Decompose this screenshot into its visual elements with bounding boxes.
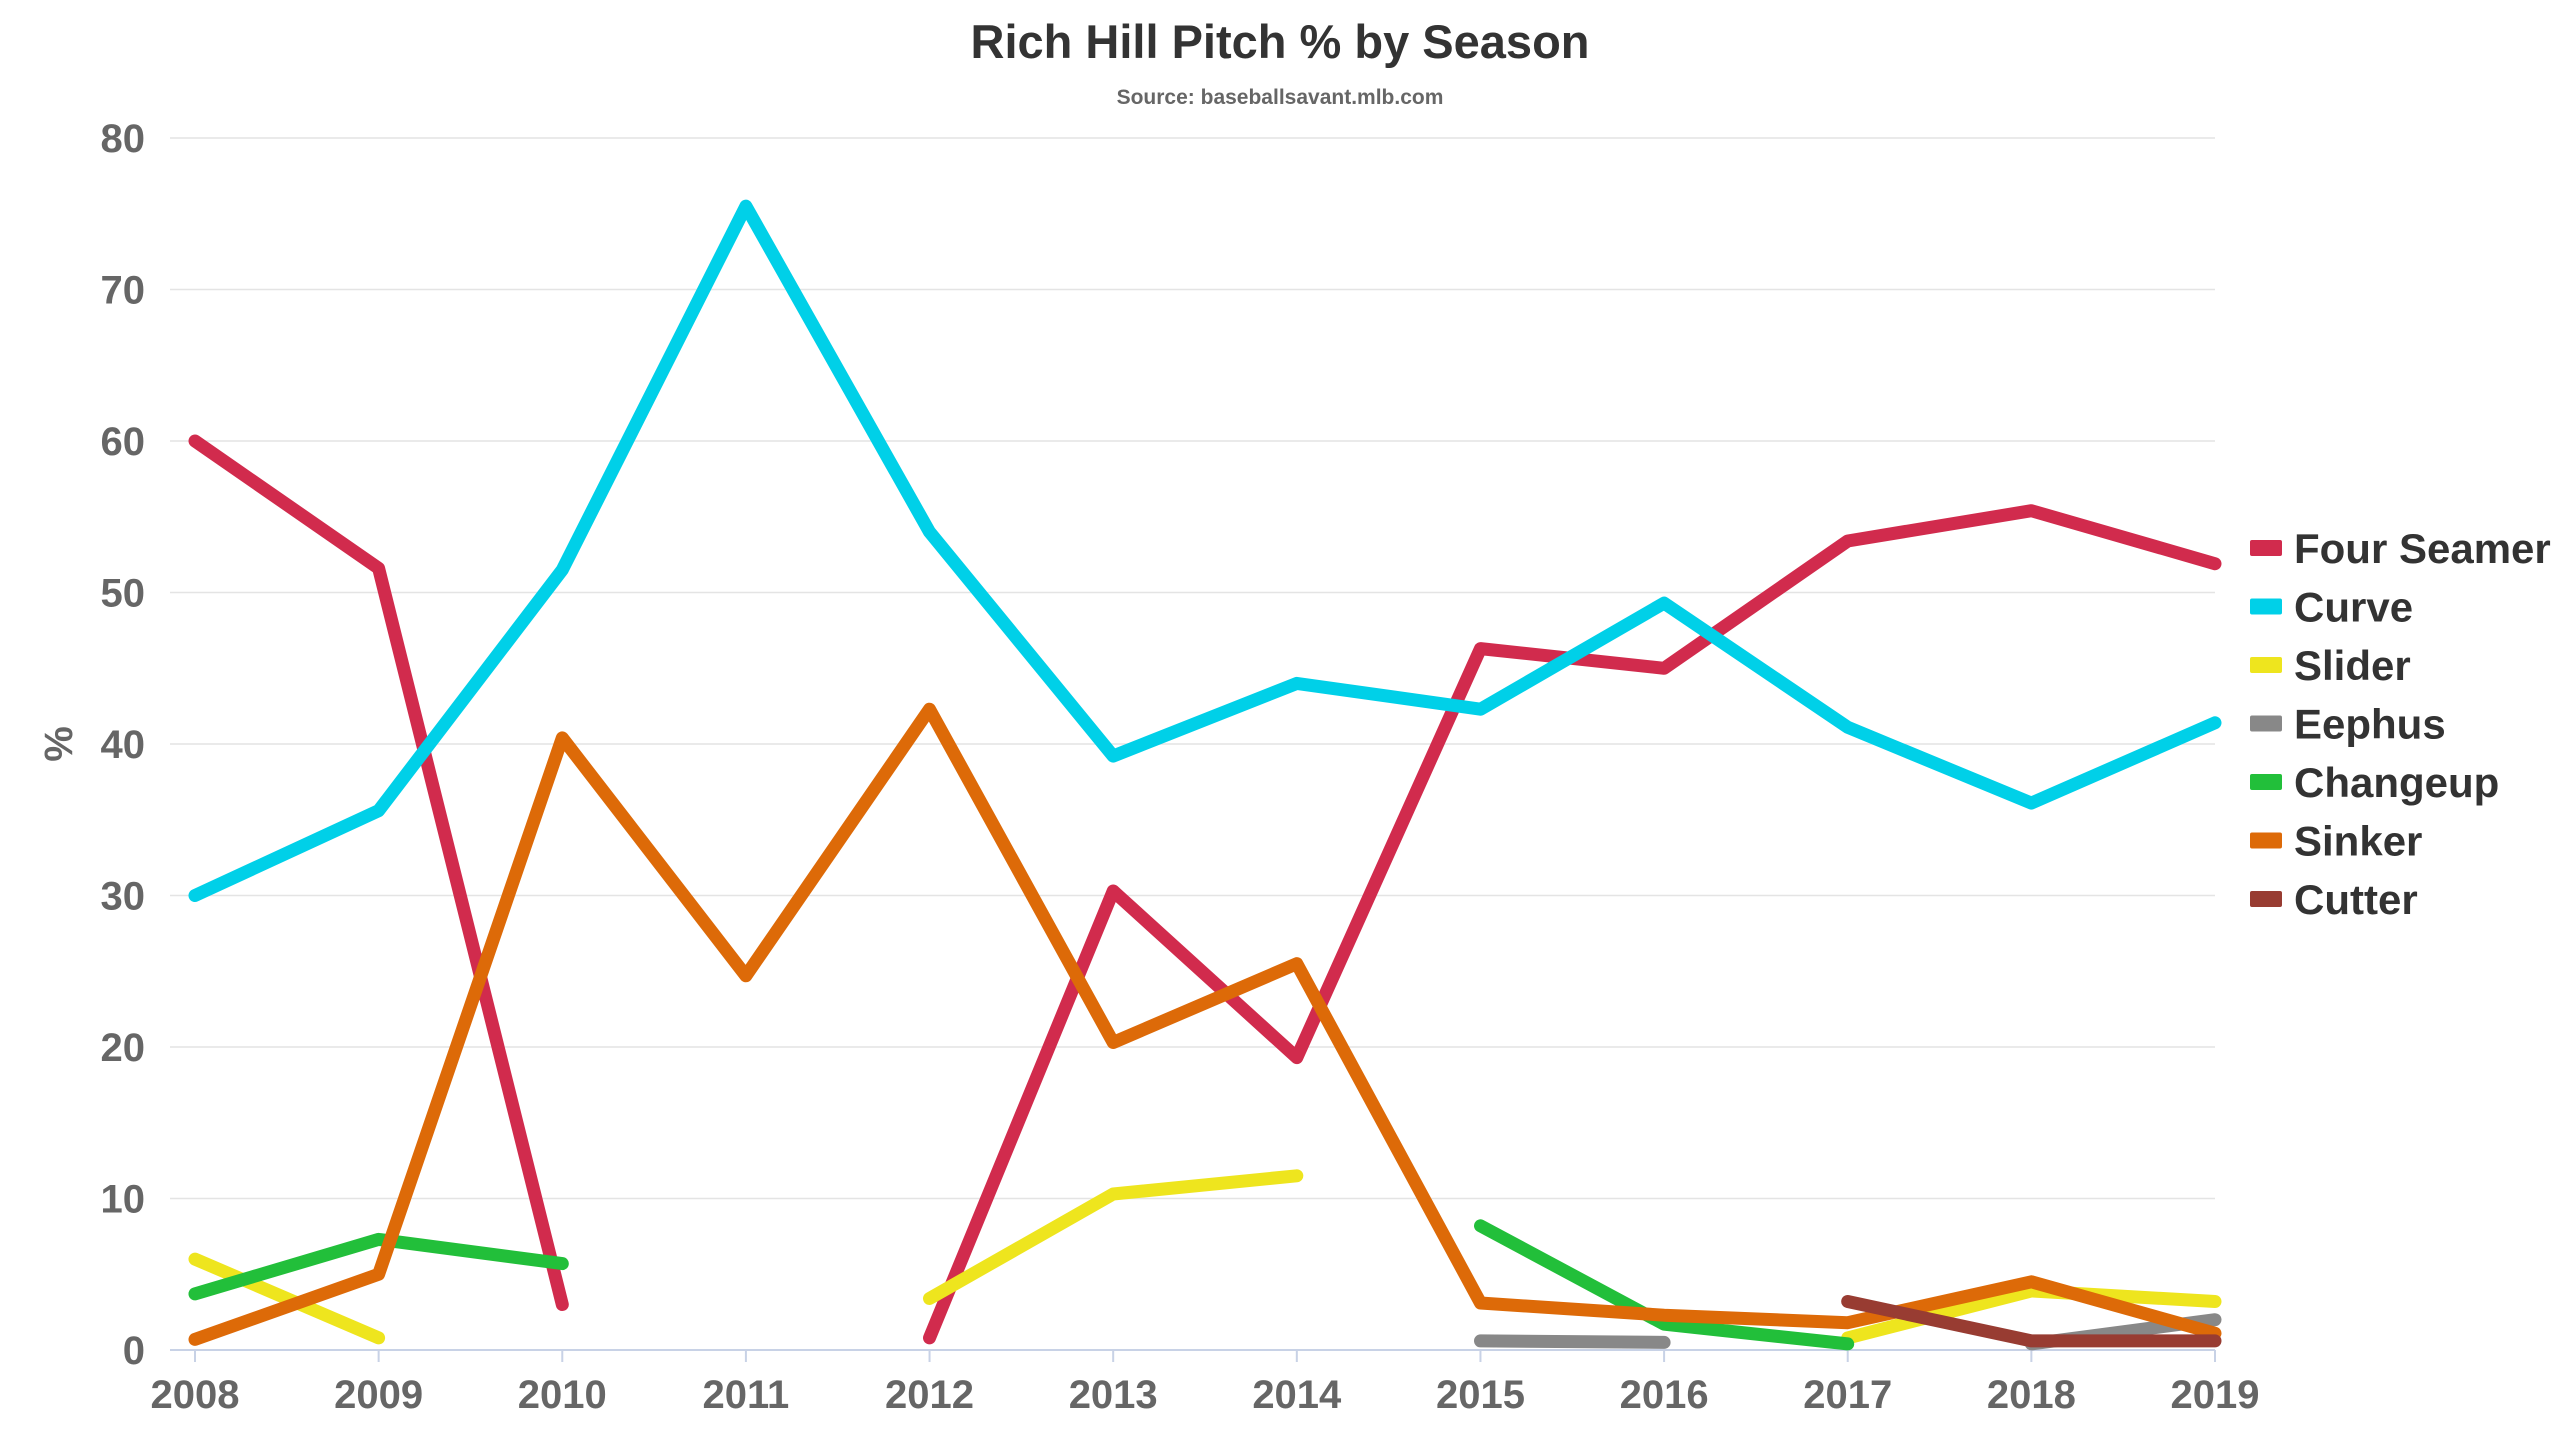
- series-line-four-seamer: [188, 434, 569, 1311]
- x-tick-label: 2009: [334, 1373, 423, 1417]
- chart-title: Rich Hill Pitch % by Season: [970, 15, 1590, 68]
- x-tick-label: 2013: [1069, 1373, 1158, 1417]
- legend-label: Changeup: [2294, 759, 2499, 806]
- legend-label: Sinker: [2294, 818, 2422, 865]
- x-tick-label: 2015: [1436, 1373, 1525, 1417]
- series-line-four-seamer: [923, 504, 2222, 1345]
- x-tick-label: 2019: [2171, 1373, 2260, 1417]
- legend: Four Seamer Curve Slider Eephus Changeup Sink…: [2250, 525, 2551, 923]
- legend-label: Eephus: [2294, 701, 2446, 748]
- series-line-sinker: [188, 702, 2222, 1346]
- legend-label: Slider: [2294, 642, 2411, 689]
- y-tick-label: 20: [101, 1026, 146, 1070]
- legend-swatch: [2250, 832, 2282, 849]
- x-tick-label: 2014: [1252, 1373, 1342, 1417]
- legend-swatch: [2250, 891, 2282, 907]
- axes: 0 10 20 30 40 50 60 70 80 2008 2009 2010 2011 2012 201…: [37, 117, 2259, 1417]
- y-tick-label: 60: [101, 420, 146, 464]
- series-lines: [188, 199, 2222, 1351]
- x-tick-label: 2011: [703, 1373, 790, 1417]
- legend-label: Four Seamer: [2294, 525, 2551, 572]
- series-line-changeup: [188, 1232, 569, 1301]
- series-line-eephus: [1474, 1334, 1671, 1349]
- legend-swatch: [2250, 774, 2282, 790]
- series-line-changeup: [1474, 1219, 1855, 1351]
- y-tick-label: 30: [101, 875, 146, 919]
- x-tick-label: 2012: [885, 1373, 974, 1417]
- y-tick-label: 70: [101, 269, 146, 313]
- y-tick-label: 50: [101, 572, 146, 616]
- x-tick-label: 2016: [1620, 1373, 1709, 1417]
- y-tick-label: 10: [101, 1178, 146, 1222]
- y-tick-label: 80: [101, 117, 146, 161]
- x-tick-label: 2017: [1803, 1373, 1892, 1417]
- grid-lines: [170, 137, 2215, 1351]
- legend-label: Cutter: [2294, 876, 2418, 923]
- series-line-slider: [1841, 1284, 2222, 1345]
- y-tick-label: 40: [101, 723, 146, 767]
- legend-swatch: [2250, 598, 2282, 615]
- x-tick-label: 2008: [151, 1373, 240, 1417]
- legend-swatch: [2250, 657, 2282, 673]
- chart-subtitle: Source: baseballsavant.mlb.com: [1116, 86, 1444, 109]
- x-tick-label: 2010: [518, 1373, 607, 1417]
- legend-swatch: [2250, 715, 2282, 732]
- series-line-cutter: [1841, 1295, 2222, 1348]
- y-axis-label: %: [37, 726, 81, 762]
- legend-swatch: [2250, 540, 2282, 556]
- legend-label: Curve: [2294, 584, 2413, 631]
- x-tick-label: 2018: [1987, 1373, 2076, 1417]
- series-line-slider: [923, 1169, 1304, 1305]
- series-line-slider: [188, 1252, 386, 1345]
- series-line-curve: [188, 199, 2222, 902]
- y-tick-label: 0: [123, 1329, 145, 1373]
